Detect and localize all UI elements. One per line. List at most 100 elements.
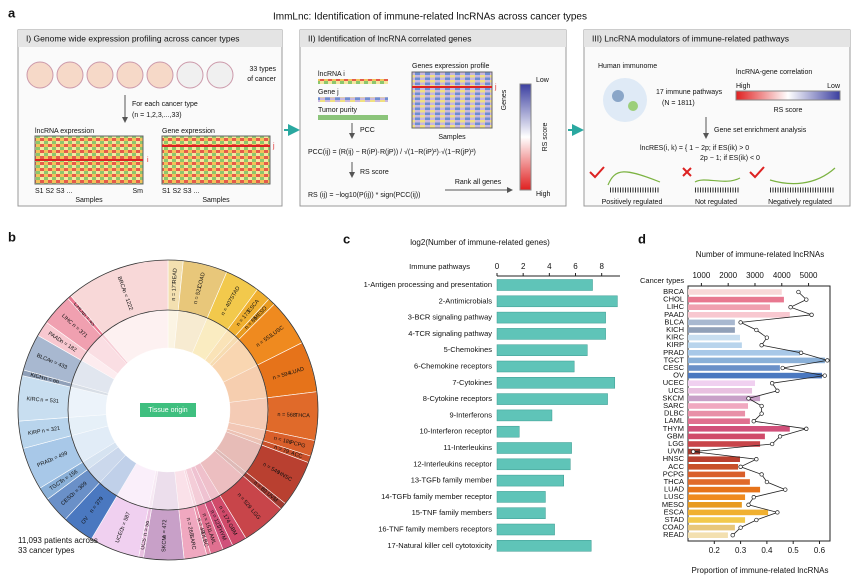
label: PCC bbox=[360, 127, 375, 134]
label: Human immunome bbox=[598, 63, 657, 70]
category-label: 13-TGFb family member bbox=[411, 476, 493, 485]
bar bbox=[496, 474, 564, 487]
footnote: 33 cancer types bbox=[18, 546, 74, 555]
category-label: LUAD bbox=[664, 485, 685, 494]
x2-tick-label: 0.3 bbox=[735, 546, 747, 555]
value-label: n = 531 bbox=[40, 397, 59, 404]
category-label: CESC bbox=[663, 363, 684, 372]
i: i bbox=[147, 157, 149, 164]
outcome: Not regulated bbox=[695, 199, 737, 206]
bar bbox=[688, 502, 742, 508]
category-label: 8-Cytokine receptors bbox=[423, 394, 492, 403]
formula: PCC(ij) = (R(ij) − R(iP)·R(jP)) / √(1−R(… bbox=[308, 148, 476, 156]
ring-outline bbox=[17, 259, 319, 561]
bar bbox=[688, 327, 735, 333]
bar bbox=[688, 426, 790, 432]
value-label: n = 56 bbox=[142, 520, 151, 536]
proportion-point bbox=[759, 472, 764, 477]
label: Rank all genes bbox=[455, 179, 502, 186]
label: High bbox=[736, 83, 751, 90]
proportion-point bbox=[775, 388, 780, 393]
bar bbox=[688, 395, 761, 402]
category-label: THYM bbox=[215, 525, 227, 542]
category-label: LUAD bbox=[289, 366, 305, 376]
category-label: BRCA bbox=[116, 276, 127, 293]
label: (N = 1811) bbox=[662, 100, 695, 107]
types: 33 types bbox=[250, 66, 277, 73]
step-2: II) Identification of lncRNA correlated … bbox=[299, 29, 567, 207]
category-label: TGCT bbox=[664, 355, 685, 364]
category-label: DLBC bbox=[664, 409, 685, 418]
immunome-icon bbox=[603, 78, 647, 122]
value-label: n = 265 bbox=[185, 517, 194, 536]
category-label: KIRC bbox=[666, 333, 685, 342]
x-tick-label: 5000 bbox=[800, 271, 818, 280]
proportion-point bbox=[775, 510, 780, 515]
category-label: GBM bbox=[667, 431, 684, 440]
proportion-point bbox=[798, 350, 804, 355]
category-label: ACC bbox=[668, 462, 684, 471]
proportion-point bbox=[759, 411, 764, 416]
bar bbox=[688, 342, 742, 348]
category-label: PRAD bbox=[663, 348, 684, 357]
immunome-icon bbox=[628, 101, 638, 111]
proportion-point bbox=[822, 373, 827, 378]
bar bbox=[688, 350, 800, 356]
category-label: PCPG bbox=[663, 469, 684, 478]
proportion-point bbox=[825, 358, 830, 363]
label: High bbox=[536, 191, 551, 198]
proportion-point bbox=[754, 517, 759, 523]
value-label: n = 594 bbox=[272, 370, 291, 381]
category-label: KIRC bbox=[26, 396, 40, 403]
immunome-icon bbox=[612, 90, 624, 102]
bar bbox=[496, 409, 553, 422]
label: Low bbox=[827, 83, 841, 90]
label: RS score bbox=[360, 169, 389, 176]
proportion-point bbox=[746, 502, 751, 507]
bar bbox=[688, 486, 761, 493]
types: of cancer bbox=[247, 76, 276, 83]
panel-letter: b bbox=[8, 229, 16, 244]
x2-axis-title: Proportion of immune-related lncRNAs bbox=[692, 566, 829, 575]
label: Tumor purity bbox=[318, 107, 358, 114]
category-label: KICH bbox=[666, 325, 684, 334]
bar bbox=[496, 360, 575, 373]
y-axis-title: Cancer types bbox=[640, 276, 684, 285]
j: j bbox=[494, 84, 497, 91]
category-label: 9-Interferons bbox=[449, 410, 492, 419]
samples: Samples bbox=[75, 197, 103, 204]
category-label: THCA bbox=[295, 413, 311, 420]
proportion-point bbox=[804, 297, 809, 302]
label: Genes bbox=[501, 89, 508, 110]
step-3: III) LncRNA modulators of immune-related… bbox=[583, 29, 851, 207]
proportion-point bbox=[754, 327, 759, 333]
category-label: DLBC bbox=[199, 532, 209, 548]
vector bbox=[318, 115, 388, 120]
label: RS score bbox=[774, 107, 803, 114]
bar bbox=[688, 456, 740, 462]
box-header bbox=[300, 30, 566, 47]
category-label: GBM bbox=[227, 523, 238, 537]
category-label: OV bbox=[81, 515, 91, 525]
category-label: LIHC bbox=[667, 302, 685, 311]
formula: lncRES(i, k) = { 1 − 2p; if ES(ik) > 0 bbox=[640, 145, 749, 152]
value-label: n = 321 bbox=[41, 426, 60, 435]
x-tick-label: 2000 bbox=[719, 271, 737, 280]
vector bbox=[318, 79, 388, 84]
category-label: CHOL bbox=[663, 295, 684, 304]
value-label: n = 151 bbox=[200, 513, 212, 532]
x-tick-label: 1000 bbox=[692, 271, 710, 280]
samples: Samples bbox=[202, 197, 230, 204]
label: Low bbox=[536, 77, 550, 84]
x2-tick-label: 0.2 bbox=[709, 546, 721, 555]
category-label: 4-TCR signaling pathway bbox=[408, 329, 492, 338]
bar bbox=[496, 491, 546, 503]
proportion-point bbox=[759, 343, 764, 348]
value-label: n = 79 bbox=[273, 445, 290, 456]
footnote: 11,093 patients across bbox=[18, 536, 98, 545]
proportion-point bbox=[783, 487, 788, 492]
heading: III) LncRNA modulators of immune-related… bbox=[592, 33, 789, 43]
heatmap bbox=[411, 71, 493, 129]
label: lncRNA i bbox=[318, 71, 345, 78]
category-label: 12-Interleukins receptor bbox=[413, 459, 492, 468]
